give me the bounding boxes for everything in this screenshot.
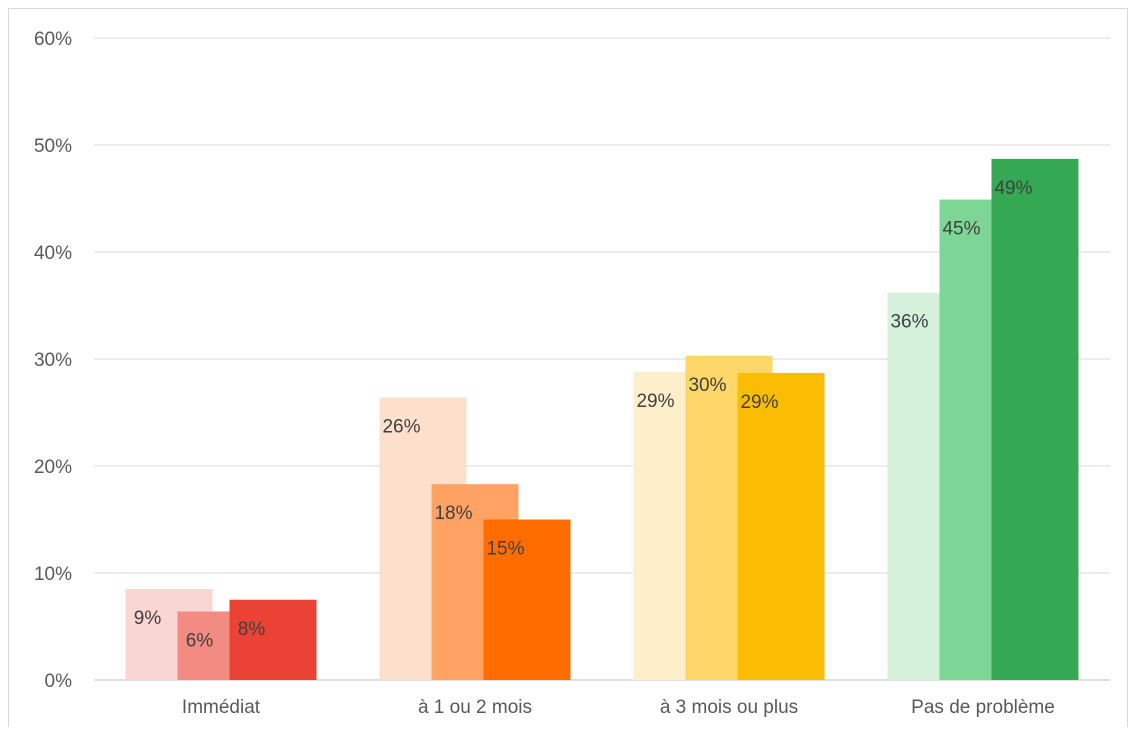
data-label: 29%	[740, 392, 778, 413]
y-tick-label: 10%	[34, 564, 72, 585]
data-label: 18%	[434, 503, 472, 524]
data-label: 26%	[382, 417, 420, 438]
bars	[125, 158, 1079, 680]
bar	[483, 519, 571, 680]
data-labels: 9% 6% 8% 26% 18% 15% 29% 30% 29% 36% 45% 49%	[134, 178, 1033, 652]
data-label: 45%	[942, 219, 980, 240]
data-label: 8%	[238, 619, 266, 640]
data-label: 6%	[186, 631, 214, 652]
x-tick-label: Immédiat	[182, 697, 261, 718]
y-tick-label: 0%	[45, 671, 73, 692]
y-tick-label: 40%	[34, 243, 72, 264]
x-tick-label: Pas de problème	[911, 697, 1055, 718]
y-axis-tick-labels: 0% 10% 20% 30% 40% 50% 60%	[34, 29, 72, 692]
data-label: 15%	[486, 539, 524, 560]
bar	[737, 372, 825, 680]
y-tick-label: 30%	[34, 350, 72, 371]
y-tick-label: 60%	[34, 29, 72, 50]
y-tick-label: 50%	[34, 136, 72, 157]
data-label: 9%	[134, 608, 162, 629]
x-tick-label: à 3 mois ou plus	[660, 697, 798, 718]
bar	[991, 158, 1079, 680]
y-tick-label: 20%	[34, 457, 72, 478]
bar	[229, 599, 317, 680]
data-label: 30%	[688, 375, 726, 396]
data-label: 36%	[890, 312, 928, 333]
data-label: 29%	[636, 391, 674, 412]
x-axis-tick-labels: Immédiat à 1 ou 2 mois à 3 mois ou plus Pas…	[182, 697, 1055, 718]
data-label: 49%	[994, 178, 1032, 199]
x-tick-label: à 1 ou 2 mois	[418, 697, 532, 718]
